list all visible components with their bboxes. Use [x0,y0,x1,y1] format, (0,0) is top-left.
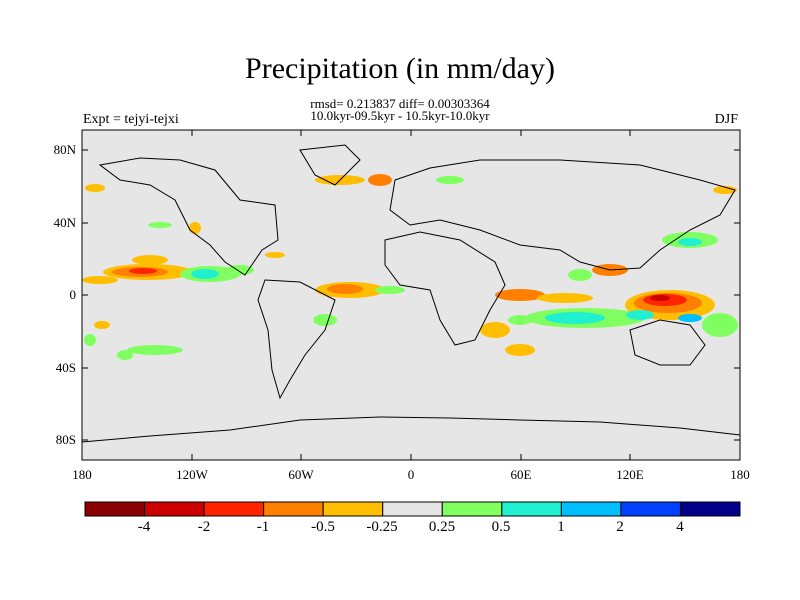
anomaly-patch [375,286,405,294]
colorbar-label: -4 [137,519,151,535]
anomaly-patch [505,344,535,356]
lon-tick-label: 60W [288,467,314,482]
colorbar-swatch [84,501,146,517]
map-title: Precipitation (in mm/day) [245,52,555,85]
antarctica-outline [81,416,741,443]
anomaly-patch [368,174,392,186]
lat-tick-label: 40S [55,360,76,375]
eurasia-outline [389,159,736,271]
australia-outline [629,319,706,366]
colorbar-swatch [203,501,265,517]
lat-tick-label: 80S [55,432,76,447]
anomaly-patch [189,222,201,234]
stats-subtitle: rmsd= 0.213837 diff= 0.00303364 [310,96,490,111]
axis-ticks [81,130,741,460]
anomaly-patches [82,174,738,360]
colorbar-swatch [144,501,205,517]
lon-tick-label: 0 [407,467,415,482]
colorbar-label: 0.5 [491,519,511,535]
coastlines [81,144,741,443]
anomaly-patch [265,252,285,258]
colorbar-label: -0.25 [366,519,398,535]
anomaly-patch [678,314,702,322]
anomaly-patch [626,310,654,320]
anomaly-patch [148,222,172,228]
experiment-label: Expt = tejyi-tejxi [83,112,179,127]
colorbar-label: -2 [197,519,211,535]
lat-tick-label: 40N [53,215,76,230]
colorbar [84,501,741,517]
anomaly-patch [480,322,510,338]
lat-tick-label: 80N [53,142,76,157]
anomaly-patch [85,184,105,192]
north-america-outline [98,157,279,276]
lon-tick-label: 120E [616,467,644,482]
anomaly-patch [94,321,110,329]
colorbar-label: 1 [557,519,565,535]
anomaly-patch [313,314,337,326]
anomaly-patch [678,238,702,246]
lon-tick-label: 120W [176,467,208,482]
lon-tick-label: 180 [730,467,750,482]
anomaly-patch [702,313,738,337]
greenland-outline [299,144,361,186]
anomaly-patch [436,176,464,184]
anomaly-patch [537,293,593,303]
lat-tick-label: 0 [69,287,77,302]
anomaly-patch [545,312,605,324]
colorbar-swatch [620,501,681,517]
colorbar-swatch [679,501,741,517]
colorbar-swatch [382,501,443,517]
colorbar-label: 0.25 [428,519,456,535]
south-america-outline [257,279,336,400]
anomaly-patch [495,289,545,301]
anomaly-patch [191,269,219,279]
map-background [82,130,740,460]
period-subtitle: 10.0kyr-09.5kyr - 10.5kyr-10.0kyr [310,108,490,123]
anomaly-patch [568,269,592,281]
colorbar-label: 2 [616,519,624,535]
anomaly-patch [127,345,183,355]
colorbar-label: -1 [256,519,270,535]
colorbar-label: -0.5 [311,519,335,535]
anomaly-patch [82,276,118,284]
africa-outline [384,231,506,346]
colorbar-swatch [501,501,562,517]
anomaly-patch [129,268,157,274]
anomaly-patch [117,350,133,360]
colorbar-swatch [441,501,503,517]
lon-tick-label: 60E [510,467,532,482]
colorbar-swatch [322,501,384,517]
colorbar-swatch [263,501,324,517]
anomaly-patch [84,334,96,346]
lon-tick-label: 180 [72,467,92,482]
anomaly-patch [508,315,532,325]
colorbar-label: 4 [676,519,684,535]
anomaly-patch [327,284,363,294]
anomaly-patch [226,265,254,275]
anomaly-patch [650,295,670,301]
anomaly-patch [132,255,168,265]
colorbar-swatch [560,501,622,517]
anomaly-patch [713,186,737,194]
season-label: DJF [714,112,738,127]
